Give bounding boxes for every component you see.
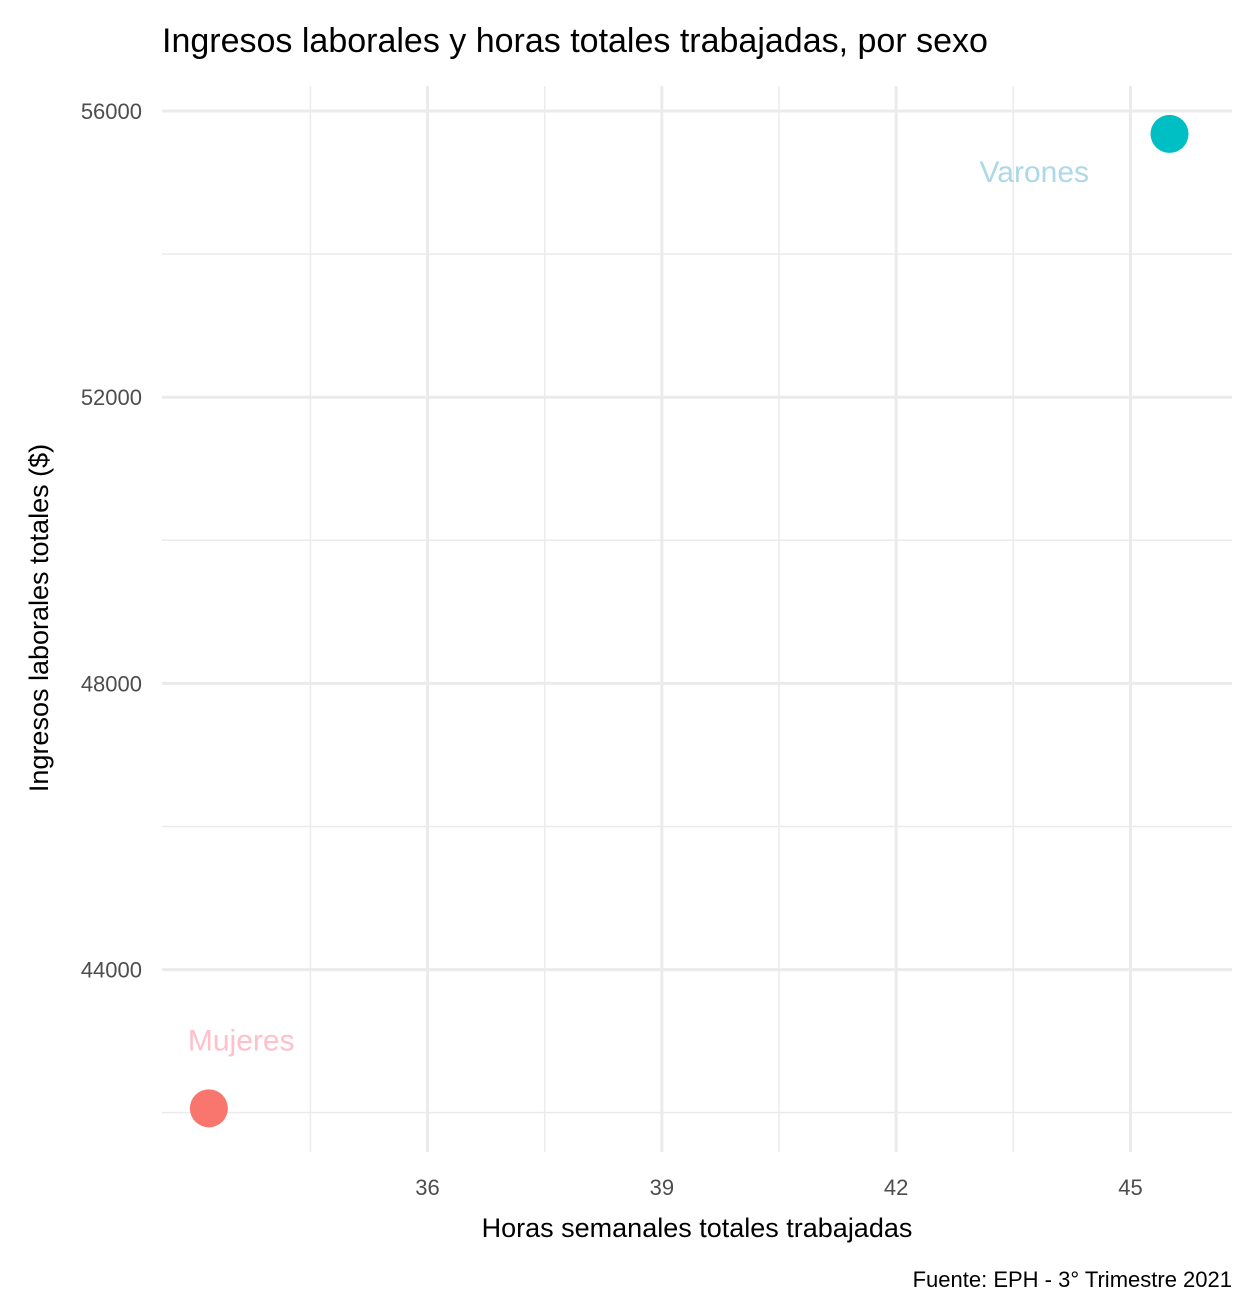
chart-caption: Fuente: EPH - 3° Trimestre 2021	[913, 1267, 1232, 1292]
x-tick-label: 39	[650, 1175, 674, 1200]
y-tick-label: 44000	[81, 958, 142, 983]
minor-gridlines	[162, 86, 1232, 1152]
x-tick-label: 36	[415, 1175, 439, 1200]
point-labels: Mujeres Varones	[188, 156, 1089, 1057]
point-label-mujeres: Mujeres	[188, 1024, 295, 1057]
point-label-varones: Varones	[980, 156, 1090, 189]
y-tick-label: 48000	[81, 671, 142, 696]
x-axis-tick-labels: 36 39 42 45	[415, 1175, 1142, 1200]
y-axis-title: Ingresos laborales totales ($)	[24, 444, 54, 792]
data-points	[189, 114, 1189, 1128]
y-axis-tick-labels: 44000 48000 52000 56000	[81, 99, 142, 983]
data-point-mujeres	[189, 1089, 228, 1128]
data-point-varones	[1150, 114, 1189, 153]
y-tick-label: 56000	[81, 99, 142, 124]
y-tick-label: 52000	[81, 385, 142, 410]
x-tick-label: 42	[884, 1175, 908, 1200]
x-tick-label: 45	[1118, 1175, 1142, 1200]
major-gridlines	[162, 86, 1232, 1152]
x-axis-title: Horas semanales totales trabajadas	[482, 1213, 913, 1243]
chart-title: Ingresos laborales y horas totales traba…	[162, 22, 988, 60]
